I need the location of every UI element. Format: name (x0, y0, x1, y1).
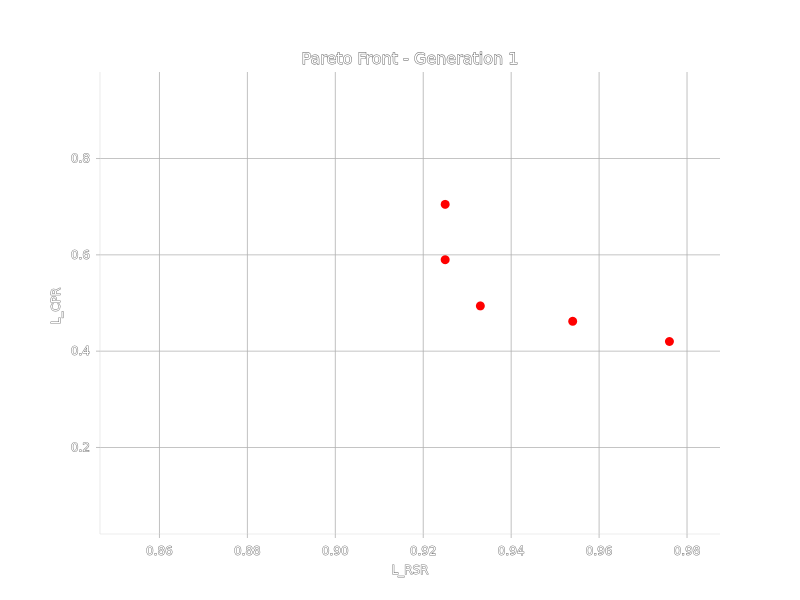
x-tick-label: 0.88 (234, 544, 261, 558)
y-axis-ticks: 0.2 0.4 0.6 0.8 (71, 151, 100, 455)
x-axis-ticks: 0.86 0.88 0.90 0.92 0.94 0.96 0.98 (146, 534, 701, 558)
data-point (664, 337, 674, 346)
data-point (475, 301, 485, 311)
x-tick-label: 0.96 (586, 544, 613, 558)
data-point (568, 316, 578, 326)
y-axis-label: L_CPR (49, 288, 63, 325)
data-point (440, 199, 450, 209)
y-tick-label: 0.6 (71, 248, 90, 262)
x-axis-label: L_RSR (392, 563, 429, 577)
y-tick-label: 0.2 (71, 440, 90, 454)
data-point (440, 255, 450, 265)
x-tick-label: 0.92 (410, 544, 437, 558)
chart-title: Pareto Front - Generation 1 (302, 49, 519, 68)
x-tick-label: 0.94 (498, 544, 525, 558)
x-tick-label: 0.98 (674, 544, 701, 558)
y-tick-label: 0.8 (71, 152, 90, 166)
x-tick-label: 0.90 (322, 544, 349, 558)
data-points (440, 199, 674, 346)
grid-lines (100, 72, 720, 534)
axis-spines (99, 72, 720, 535)
x-tick-label: 0.86 (146, 544, 173, 558)
y-tick-label: 0.4 (71, 344, 90, 358)
